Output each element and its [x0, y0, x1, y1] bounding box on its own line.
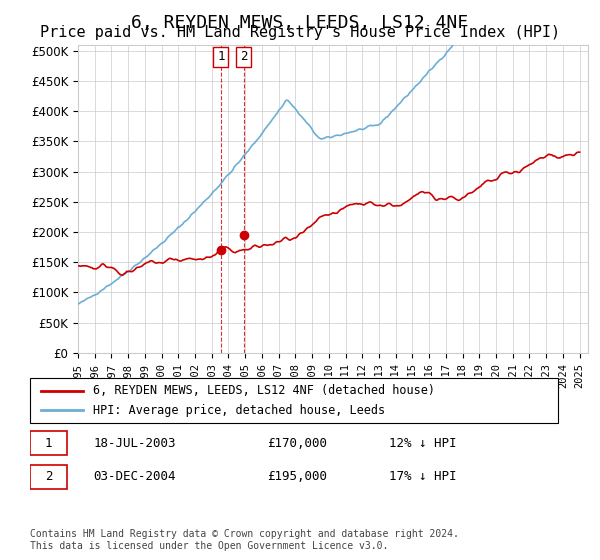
Text: £170,000: £170,000 — [268, 437, 328, 450]
Text: 18-JUL-2003: 18-JUL-2003 — [94, 437, 176, 450]
Text: 17% ↓ HPI: 17% ↓ HPI — [389, 470, 457, 483]
Text: 6, REYDEN MEWS, LEEDS, LS12 4NF (detached house): 6, REYDEN MEWS, LEEDS, LS12 4NF (detache… — [94, 384, 436, 397]
FancyBboxPatch shape — [30, 431, 67, 455]
Text: 1: 1 — [45, 437, 52, 450]
Text: Contains HM Land Registry data © Crown copyright and database right 2024.
This d: Contains HM Land Registry data © Crown c… — [30, 529, 459, 551]
Text: Price paid vs. HM Land Registry's House Price Index (HPI): Price paid vs. HM Land Registry's House … — [40, 25, 560, 40]
Text: 03-DEC-2004: 03-DEC-2004 — [94, 470, 176, 483]
Text: 12% ↓ HPI: 12% ↓ HPI — [389, 437, 457, 450]
Text: 6, REYDEN MEWS, LEEDS, LS12 4NF: 6, REYDEN MEWS, LEEDS, LS12 4NF — [131, 14, 469, 32]
Text: £195,000: £195,000 — [268, 470, 328, 483]
FancyBboxPatch shape — [30, 465, 67, 488]
FancyBboxPatch shape — [30, 378, 558, 423]
Text: 2: 2 — [45, 470, 52, 483]
Text: HPI: Average price, detached house, Leeds: HPI: Average price, detached house, Leed… — [94, 404, 385, 417]
Text: 2: 2 — [240, 50, 248, 63]
Text: 1: 1 — [217, 50, 224, 63]
